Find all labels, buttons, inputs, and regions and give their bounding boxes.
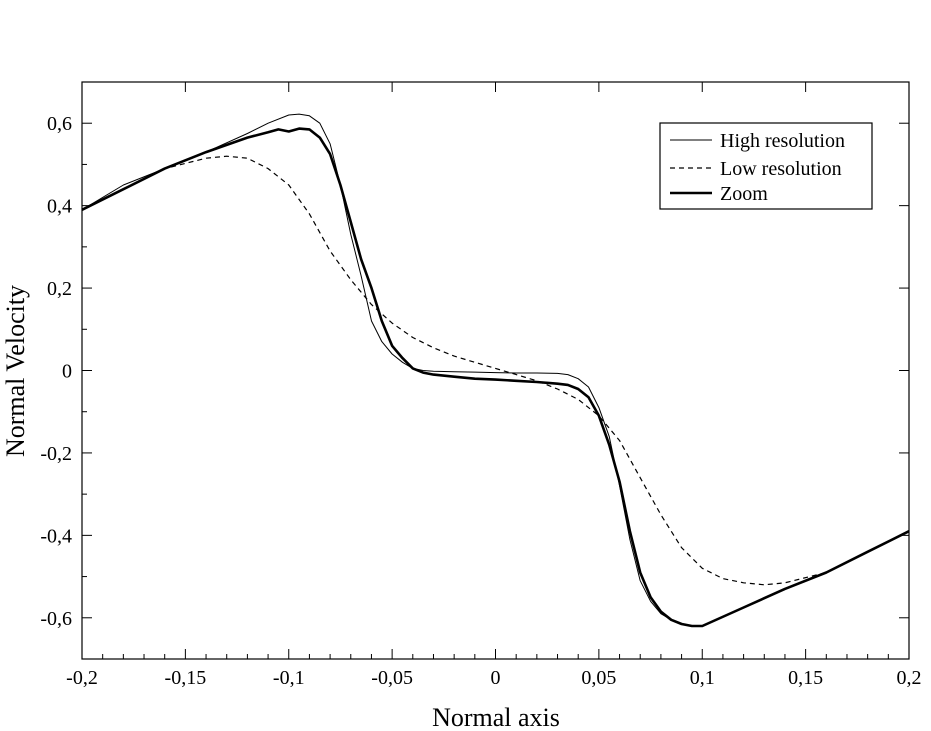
legend-box: [659, 122, 873, 210]
series-line-zoom: [81, 127, 910, 628]
x-axis-ticks: -0,2 -0,15 -0,1 -0,05 0 0,05 0,1 0,15 0,2: [66, 82, 922, 689]
x-tick-label: -0,05: [371, 667, 413, 689]
y-axis-ticks: -0,6 -0,4 -0,2 0 0,2 0,4 0,6: [40, 81, 909, 660]
series-line-low-resolution: [81, 155, 910, 586]
legend-label-low-resolution: Low resolution: [720, 158, 842, 180]
x-tick-label: -0,2: [66, 667, 98, 689]
y-tick-label: -0,6: [40, 608, 72, 630]
y-tick-label: -0,4: [40, 525, 72, 547]
legend: High resolution Low resolution Zoom: [659, 122, 873, 210]
x-tick-label: 0,2: [897, 667, 922, 689]
x-tick-label: 0,15: [788, 667, 823, 689]
x-tick-label: 0,05: [581, 667, 616, 689]
y-tick-label: -0,2: [40, 443, 72, 465]
y-tick-label: 0,4: [47, 196, 72, 218]
y-tick-label: 0,2: [47, 278, 72, 300]
x-tick-label: -0,1: [273, 667, 305, 689]
legend-label-zoom: Zoom: [720, 183, 768, 205]
legend-label-high-resolution: High resolution: [720, 130, 845, 152]
x-axis-title: Normal axis: [432, 703, 560, 731]
y-tick-label: 0: [62, 361, 72, 383]
series-layer: [81, 113, 910, 628]
x-tick-label: 0: [491, 667, 501, 689]
x-tick-label: -0,15: [165, 667, 207, 689]
y-tick-label: 0,6: [47, 113, 72, 135]
x-tick-label: 0,1: [690, 667, 715, 689]
y-axis-title: Normal Velocity: [1, 285, 30, 457]
